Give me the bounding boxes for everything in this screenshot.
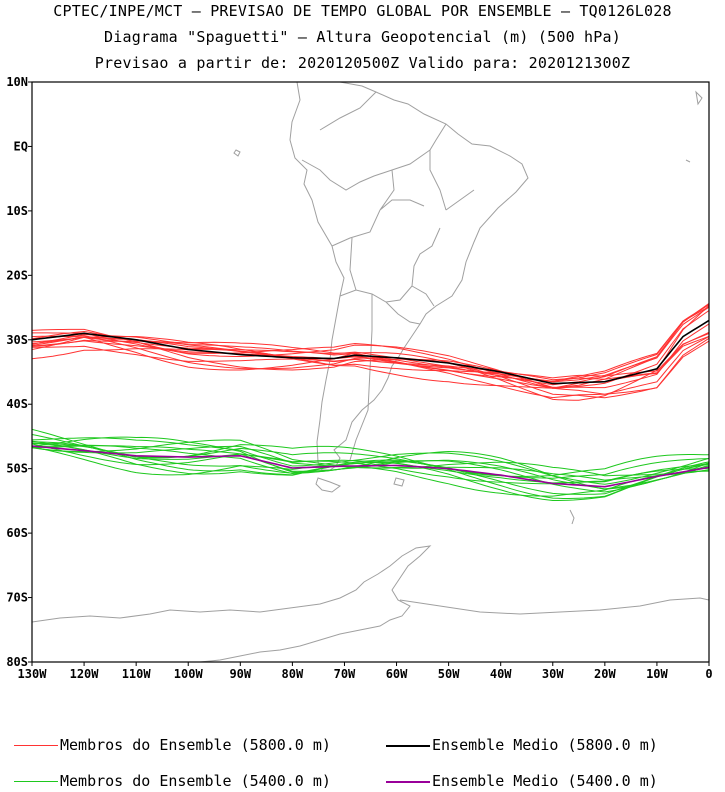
- lat-tick-label: 20S: [6, 268, 28, 282]
- lat-tick-label: 10N: [6, 75, 28, 89]
- lon-tick-label: 130W: [18, 667, 48, 681]
- member-5800-line: [32, 310, 709, 389]
- lat-tick-label: 10S: [6, 204, 28, 218]
- lon-tick-label: 70W: [334, 667, 356, 681]
- lon-tick-label: 110W: [122, 667, 152, 681]
- lat-tick-label: 80S: [6, 655, 28, 669]
- member-5800-line: [32, 332, 709, 379]
- lon-tick-label: 90W: [229, 667, 251, 681]
- legend-swatch-green: [14, 781, 58, 782]
- member-5400-line: [32, 428, 709, 478]
- lon-tick-label: 100W: [174, 667, 204, 681]
- lon-tick-label: 50W: [438, 667, 460, 681]
- member-5400-line: [32, 436, 709, 490]
- tierra-del-fuego: [315, 477, 405, 493]
- legend-members-5400: Membros do Ensemble (5400.0 m): [14, 772, 331, 790]
- lat-tick-label: 50S: [6, 462, 28, 476]
- south-america-coast: [289, 82, 529, 471]
- chart-title: CPTEC/INPE/MCT – PREVISAO DE TEMPO GLOBA…: [53, 2, 672, 20]
- member-5800-line: [32, 302, 709, 389]
- legend-mean-5400: Ensemble Medio (5400.0 m): [386, 772, 658, 790]
- longitude-axis: 130W 120W 110W 100W 90W 80W 70W 60W 50W 40W 30W 20W…: [18, 662, 713, 681]
- member-5800-line: [32, 336, 709, 399]
- lat-tick-label: 30S: [6, 333, 28, 347]
- lat-tick-label: 60S: [6, 526, 28, 540]
- legend-label-members-5800: Membros do Ensemble (5800.0 m): [60, 736, 331, 754]
- mean-5400-line: [32, 445, 709, 488]
- lon-tick-label: 40W: [490, 667, 512, 681]
- spaghetti-map: 10N EQ 10S 20S 30S 40S 50S 60S 70S 80S 130W 120W 11…: [6, 75, 713, 681]
- antarctica-coast: [32, 545, 709, 662]
- members-5400-layer: [32, 428, 709, 501]
- legend-swatch-red: [14, 745, 58, 746]
- lon-tick-label: 0: [705, 667, 712, 681]
- member-5400-line: [32, 441, 709, 499]
- legend-swatch-purple: [386, 780, 430, 783]
- member-5800-line: [32, 304, 709, 386]
- lon-tick-label: 30W: [542, 667, 564, 681]
- forecast-dates: Previsao a partir de: 2020120500Z Valido…: [94, 54, 631, 72]
- members-5800-layer: [32, 302, 709, 401]
- member-5400-line: [32, 442, 709, 501]
- country-borders: [301, 91, 475, 461]
- legend-swatch-black: [386, 744, 430, 747]
- legend-label-mean-5800: Ensemble Medio (5800.0 m): [432, 736, 658, 754]
- lon-tick-label: 10W: [646, 667, 668, 681]
- member-5400-line: [32, 437, 709, 485]
- lon-tick-label: 20W: [594, 667, 616, 681]
- legend-label-mean-5400: Ensemble Medio (5400.0 m): [432, 772, 658, 790]
- lon-tick-label: 80W: [282, 667, 304, 681]
- chart-subtitle: Diagrama "Spaguetti" – Altura Geopotenci…: [104, 28, 621, 46]
- mean-5800-line: [32, 319, 709, 385]
- member-5400-line: [32, 445, 709, 481]
- lat-tick-label: EQ: [14, 139, 28, 153]
- lat-tick-label: 40S: [6, 397, 28, 411]
- lon-tick-label: 60W: [386, 667, 408, 681]
- lat-tick-label: 70S: [6, 591, 28, 605]
- coastline-layer: [32, 82, 709, 662]
- member-5400-line: [32, 440, 709, 484]
- plot-frame: [31, 81, 710, 663]
- legend-mean-5800: Ensemble Medio (5800.0 m): [386, 736, 658, 754]
- legend-members-5800: Membros do Ensemble (5800.0 m): [14, 736, 331, 754]
- member-5400-line: [32, 434, 709, 479]
- member-5400-line: [32, 444, 709, 493]
- ensemble-mean-layer: [32, 319, 709, 488]
- member-5800-line: [32, 305, 709, 401]
- legend-label-members-5400: Membros do Ensemble (5400.0 m): [60, 772, 331, 790]
- latitude-axis: 10N EQ 10S 20S 30S 40S 50S 60S 70S 80S: [6, 75, 32, 669]
- islands: [233, 90, 703, 525]
- lon-tick-label: 120W: [70, 667, 100, 681]
- member-5800-line: [32, 330, 709, 395]
